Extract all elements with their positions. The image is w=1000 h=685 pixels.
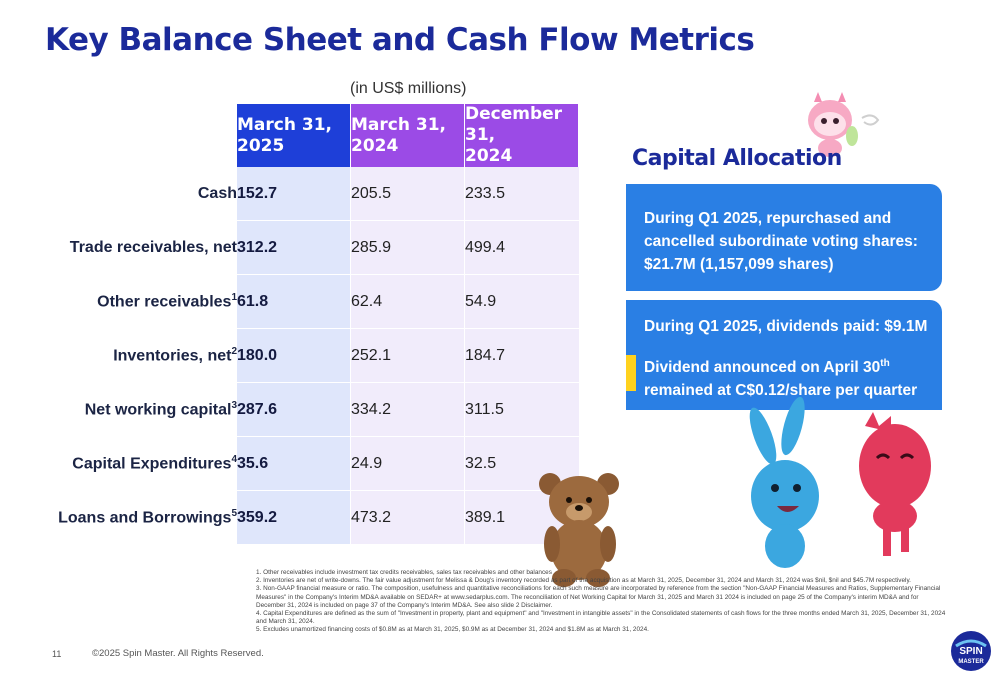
value-cell: 285.9 bbox=[350, 220, 465, 275]
table-row: Trade receivables, net 312.2 285.9 499.4 bbox=[40, 220, 579, 275]
footnote-2: 2. Inventories are net of write-downs. T… bbox=[256, 577, 911, 585]
units-label: (in US$ millions) bbox=[350, 80, 467, 97]
table-row: Loans and Borrowings5 359.2 473.2 389.1 bbox=[40, 490, 579, 545]
spin-master-logo: SPIN MASTER bbox=[951, 631, 991, 671]
header-line1: March 31, bbox=[237, 114, 332, 135]
table-row: Cash 152.7 205.5 233.5 bbox=[40, 167, 579, 221]
row-label: Inventories, net2 bbox=[113, 345, 237, 365]
yellow-accent-bar bbox=[626, 355, 636, 391]
table-row: Inventories, net2 180.0 252.1 184.7 bbox=[40, 328, 579, 383]
share-repurchase-text: During Q1 2025, repurchased and cancelle… bbox=[644, 210, 918, 273]
copyright-text: ©2025 Spin Master. All Rights Reserved. bbox=[92, 648, 264, 659]
value-cell: 35.6 bbox=[237, 436, 351, 491]
table-row: Capital Expenditures4 35.6 24.9 32.5 bbox=[40, 436, 579, 491]
metrics-table: March 31, 2025 March 31, 2024 December 31,… bbox=[40, 104, 579, 545]
header-line2: 2024 bbox=[465, 146, 513, 166]
footnote-ref: 5 bbox=[231, 507, 237, 519]
value-cell: 62.4 bbox=[350, 274, 465, 329]
value-cell: 54.9 bbox=[464, 274, 579, 329]
footnote-ref: 4 bbox=[231, 453, 237, 465]
value-cell: 233.5 bbox=[464, 167, 579, 221]
value-cell: 61.8 bbox=[237, 274, 351, 329]
row-label: Capital Expenditures4 bbox=[72, 453, 237, 473]
value-cell: 205.5 bbox=[350, 167, 465, 221]
value-cell: 311.5 bbox=[464, 382, 579, 437]
footnotes: 1. Other receivables include investment … bbox=[256, 569, 946, 635]
dividends-paid-text: During Q1 2025, dividends paid: $9.1M bbox=[644, 318, 928, 335]
footnote-3: 3. Non-GAAP financial measure or ratio. … bbox=[256, 585, 941, 609]
header-line2: 2024 bbox=[351, 135, 399, 156]
footnote-ref: 2 bbox=[231, 345, 237, 357]
teddy-bear-illustration bbox=[539, 473, 619, 587]
page-title: Key Balance Sheet and Cash Flow Metrics bbox=[45, 22, 755, 58]
footnote-5: 5. Excludes unamortized financing costs … bbox=[256, 626, 649, 634]
header-march-2025: March 31, 2025 bbox=[237, 104, 351, 167]
header-line1: March 31, bbox=[351, 114, 446, 135]
header-line2: 2025 bbox=[237, 135, 285, 156]
row-label: Loans and Borrowings5 bbox=[58, 507, 237, 527]
row-label: Trade receivables, net bbox=[69, 238, 237, 256]
dividend-box: During Q1 2025, dividends paid: $9.1M Di… bbox=[626, 300, 942, 410]
svg-text:SPIN: SPIN bbox=[959, 646, 982, 657]
table-row: Other receivables1 61.8 62.4 54.9 bbox=[40, 274, 579, 329]
value-cell: 499.4 bbox=[464, 220, 579, 275]
footnote-4: 4. Capital Expenditures are defined as t… bbox=[256, 610, 946, 626]
table-header-row: March 31, 2025 March 31, 2024 December 31,… bbox=[40, 104, 579, 167]
header-march-2024: March 31, 2024 bbox=[350, 104, 465, 167]
svg-text:MASTER: MASTER bbox=[958, 659, 984, 665]
value-cell: 287.6 bbox=[237, 382, 351, 437]
cartoon-characters-illustration bbox=[749, 396, 931, 568]
value-cell: 180.0 bbox=[237, 328, 351, 383]
share-repurchase-box: During Q1 2025, repurchased and cancelle… bbox=[626, 184, 942, 291]
value-cell: 312.2 bbox=[237, 220, 351, 275]
value-cell: 152.7 bbox=[237, 167, 351, 221]
value-cell: 252.1 bbox=[350, 328, 465, 383]
value-cell: 359.2 bbox=[237, 490, 351, 545]
footnote-1: 1. Other receivables include investment … bbox=[256, 569, 552, 576]
row-label: Cash bbox=[197, 184, 237, 202]
footnote-ref: 1 bbox=[231, 291, 237, 303]
row-label: Net working capital3 bbox=[84, 399, 237, 419]
value-cell: 184.7 bbox=[464, 328, 579, 383]
page-number: 11 bbox=[52, 649, 62, 659]
header-blank bbox=[40, 104, 237, 167]
row-label: Other receivables1 bbox=[97, 291, 237, 311]
value-cell: 334.2 bbox=[350, 382, 465, 437]
dividend-announced-text: Dividend announced on April 30th remained… bbox=[644, 358, 918, 400]
value-cell: 24.9 bbox=[350, 436, 465, 491]
header-december-2024: December 31, 2024 bbox=[464, 104, 579, 167]
table-row: Net working capital3 287.6 334.2 311.5 bbox=[40, 382, 579, 437]
capital-allocation-title: Capital Allocation bbox=[632, 146, 842, 171]
plush-doll-illustration bbox=[808, 92, 880, 157]
footnote-ref: 3 bbox=[231, 399, 237, 411]
value-cell: 473.2 bbox=[350, 490, 465, 545]
header-line1: December 31, bbox=[465, 104, 563, 145]
